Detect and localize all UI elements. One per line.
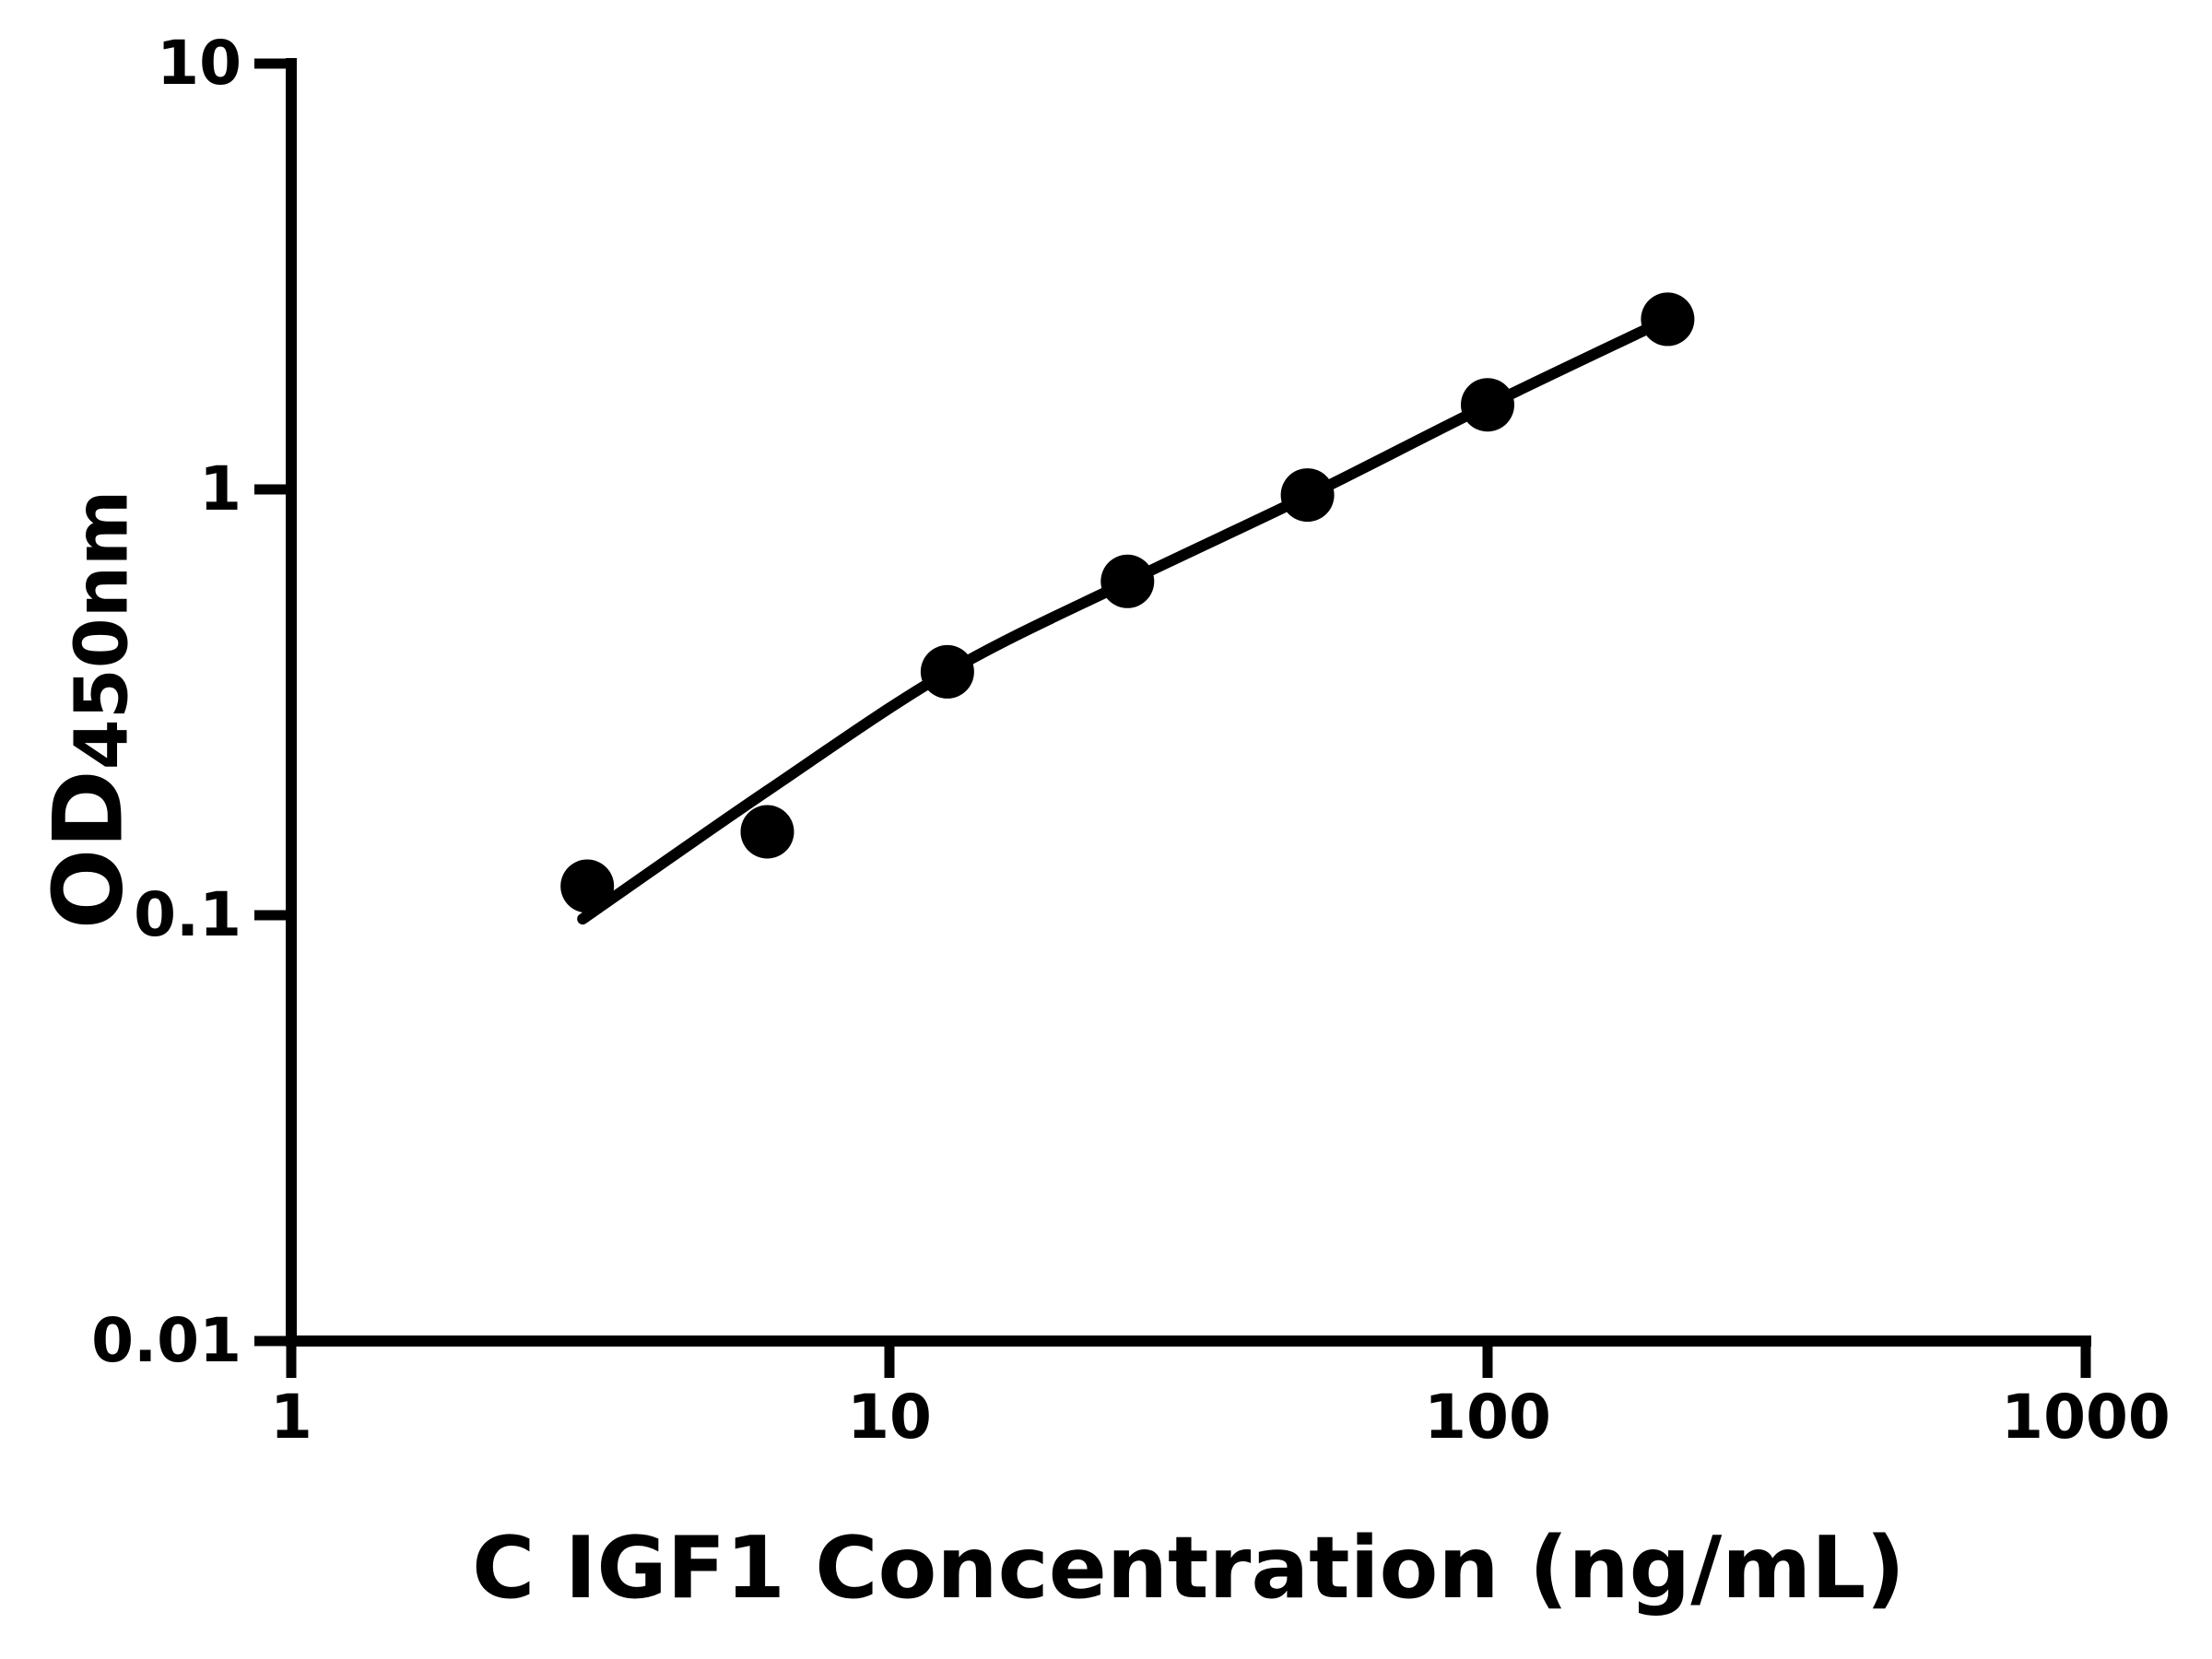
x-tick-label-100: 100 [1424,1382,1551,1453]
data-point-marker [920,644,974,699]
y-axis-title-main: OD [33,770,145,930]
x-tick-label-1000: 1000 [2001,1382,2171,1453]
data-point-marker [1100,554,1155,608]
data-point-marker [1461,378,1514,432]
y-tick-label-1: 1 [199,453,241,524]
data-point-marker [1280,468,1335,523]
y-axis-title-subscript: 450nm [59,489,145,771]
y-tick-label-0p1: 0.1 [134,879,241,950]
x-tick-label-1: 1 [270,1382,312,1453]
y-tick-label-10: 10 [157,28,241,99]
y-axis-title: OD450nm [34,490,145,930]
data-point-marker [560,859,615,913]
data-point-marker [1641,292,1695,347]
x-axis-title: C IGF1 Concentration (ng/mL) [472,1518,1905,1618]
data-point-marker [740,805,794,859]
x-tick-label-10: 10 [847,1382,932,1453]
y-tick-label-0p01: 0.01 [91,1305,241,1376]
